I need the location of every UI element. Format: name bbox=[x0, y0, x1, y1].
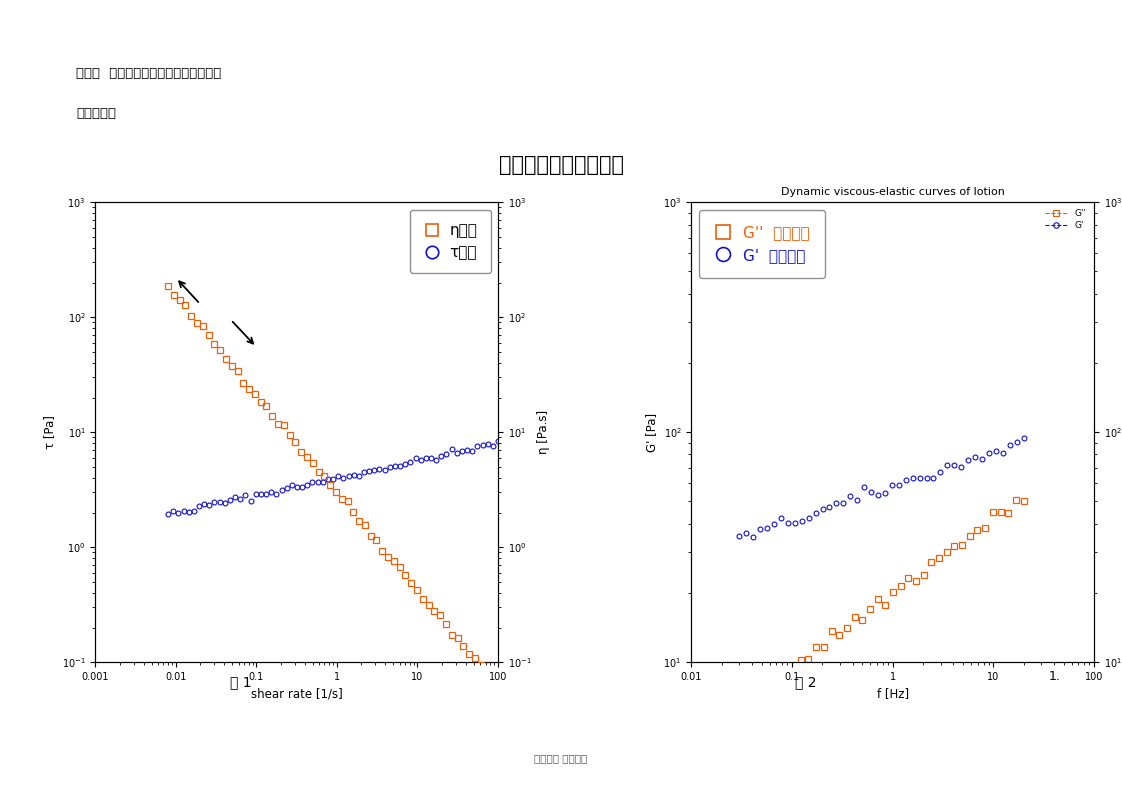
Legend: η粘度, τ应力: η粘度, τ应力 bbox=[411, 209, 490, 273]
Text: 图 2: 图 2 bbox=[794, 675, 817, 689]
Text: 实验三  膏霜类化妆品流变特性实验报告: 实验三 膏霜类化妆品流变特性实验报告 bbox=[76, 67, 221, 80]
Y-axis label: η [Pa.s]: η [Pa.s] bbox=[537, 410, 550, 454]
Text: 图 1: 图 1 bbox=[230, 675, 252, 689]
X-axis label: shear rate [1/s]: shear rate [1/s] bbox=[251, 688, 342, 700]
Text: 1.: 1. bbox=[1049, 670, 1061, 683]
Text: 单项选择题: 单项选择题 bbox=[76, 107, 117, 120]
Legend: G''  粘性模量, G'  弹性模量: G'' 粘性模量, G' 弹性模量 bbox=[699, 210, 825, 278]
Text: 学习文档 仅供参考: 学习文档 仅供参考 bbox=[534, 753, 588, 763]
Y-axis label: G' [Pa]: G' [Pa] bbox=[645, 412, 657, 452]
Title: Dynamic viscous-elastic curves of lotion: Dynamic viscous-elastic curves of lotion bbox=[781, 187, 1004, 197]
Text: 膏霜类化妆品流变特性: 膏霜类化妆品流变特性 bbox=[498, 155, 624, 174]
Y-axis label: τ [Pa]: τ [Pa] bbox=[44, 416, 56, 449]
X-axis label: f [Hz]: f [Hz] bbox=[876, 688, 909, 700]
Legend: G'', G': G'', G' bbox=[1042, 207, 1089, 233]
